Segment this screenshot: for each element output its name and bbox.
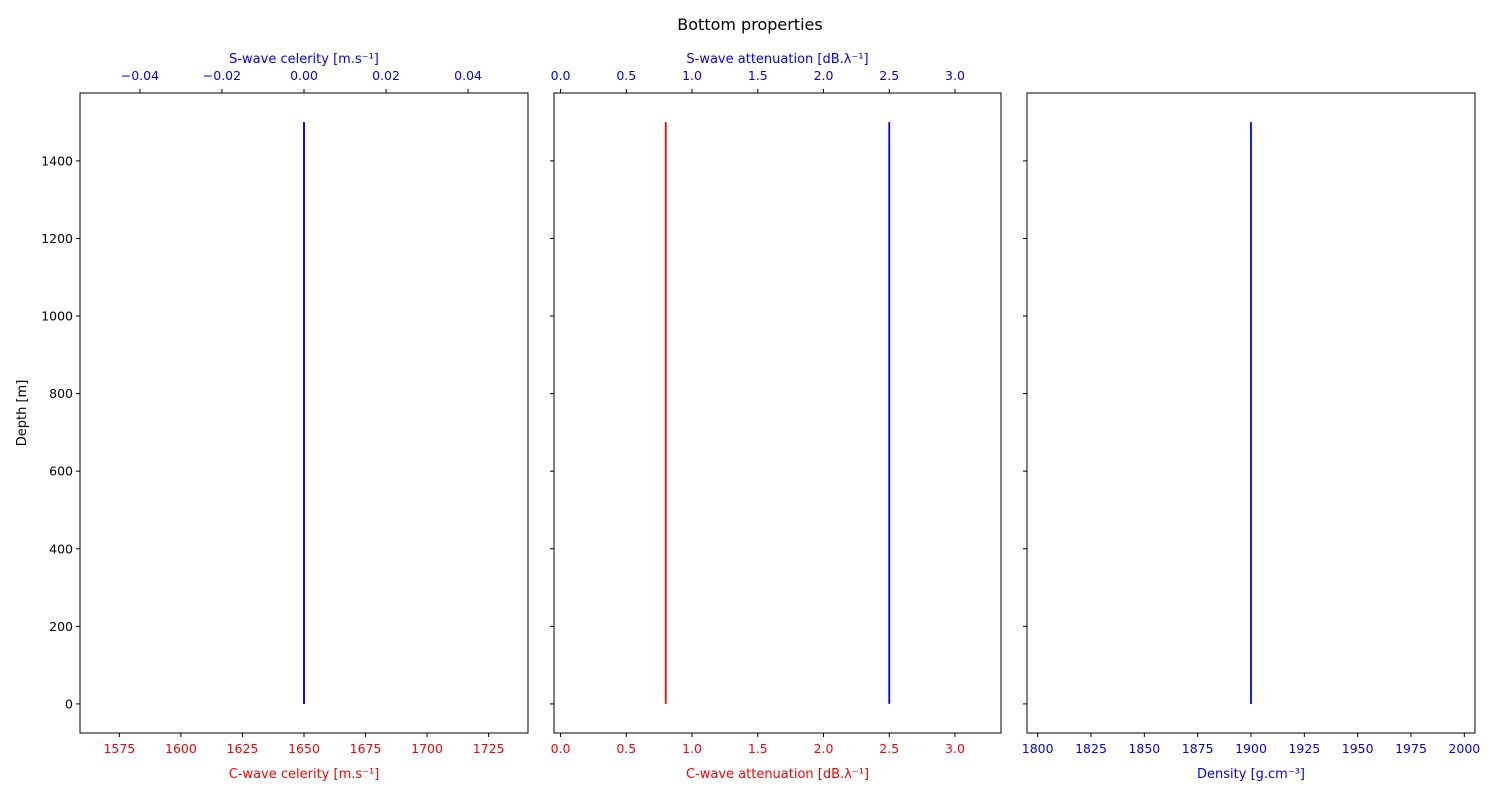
bottom-x-axis-label: Density [g.cm⁻³] [1197, 767, 1305, 782]
bottom-x-tick-label: 1925 [1288, 741, 1320, 756]
panel-2: 0.0 0.5 1.0 1.5 2.0 2.5 3.0 C-wave attenuation … [550, 52, 1002, 782]
top-x-tick-label: 2.5 [879, 68, 899, 83]
bottom-x-tick-label: 1700 [411, 741, 443, 756]
bottom-x-tick-label: 1850 [1128, 741, 1160, 756]
y-tick-label: 1000 [41, 309, 73, 324]
bottom-x-tick-label: 2000 [1448, 741, 1480, 756]
bottom-x-tick-label: 1650 [288, 741, 320, 756]
bottom-x-tick-label: 1800 [1022, 741, 1054, 756]
bottom-x-tick-label: 1950 [1342, 741, 1374, 756]
bottom-x-tick-label: 1675 [350, 741, 382, 756]
panels: 0 200 400 600 800 1000 1200 1400 Depth [m] 1575 16… [15, 52, 1480, 782]
top-x-tick-label: 0.04 [454, 68, 482, 83]
top-x-axis-label: S-wave celerity [m.s⁻¹] [229, 52, 379, 67]
y-tick-label: 0 [65, 696, 73, 711]
bottom-x-tick-label: 1725 [473, 741, 505, 756]
y-tick-label: 1400 [41, 153, 73, 168]
y-axis-label: Depth [m] [15, 380, 30, 447]
bottom-x-tick-label: 1.5 [748, 741, 768, 756]
panel-3: 1800 1825 1850 1875 1900 1925 1950 1975 2000 Dens… [1022, 92, 1480, 782]
plot-frame [553, 92, 1002, 734]
top-x-tick-label: 0.00 [290, 68, 318, 83]
bottom-x-tick-label: 2.0 [814, 741, 834, 756]
panel-1: 0 200 400 600 800 1000 1200 1400 Depth [m] 1575 16… [15, 52, 529, 782]
top-x-tick-label: 2.0 [814, 68, 834, 83]
top-x-tick-label: −0.02 [203, 68, 241, 83]
top-x-tick-label: −0.04 [121, 68, 159, 83]
top-x-tick-label: 0.0 [551, 68, 571, 83]
bottom-x-tick-label: 2.5 [879, 741, 899, 756]
figure-title: Bottom properties [677, 15, 822, 34]
bottom-x-tick-label: 1825 [1075, 741, 1107, 756]
bottom-x-tick-label: 1.0 [682, 741, 702, 756]
y-tick-label: 200 [49, 619, 73, 634]
top-x-tick-label: 1.0 [682, 68, 702, 83]
y-tick-label: 1200 [41, 231, 73, 246]
bottom-x-axis-label: C-wave attenuation [dB.λ⁻¹] [686, 767, 869, 782]
top-x-tick-label: 3.0 [945, 68, 965, 83]
top-x-tick-label: 1.5 [748, 68, 768, 83]
bottom-x-axis-label: C-wave celerity [m.s⁻¹] [229, 767, 380, 782]
top-x-axis-label: S-wave attenuation [dB.λ⁻¹] [686, 52, 868, 67]
bottom-x-tick-label: 1600 [165, 741, 197, 756]
bottom-x-tick-label: 0.0 [551, 741, 571, 756]
y-tick-label: 600 [49, 464, 73, 479]
bottom-x-tick-label: 1625 [227, 741, 259, 756]
bottom-x-tick-label: 1975 [1395, 741, 1427, 756]
top-x-tick-label: 0.02 [372, 68, 400, 83]
bottom-x-tick-label: 1875 [1182, 741, 1214, 756]
bottom-x-tick-label: 1900 [1235, 741, 1267, 756]
bottom-x-tick-label: 3.0 [945, 741, 965, 756]
bottom-x-tick-label: 1575 [103, 741, 135, 756]
y-tick-label: 800 [49, 386, 73, 401]
bottom-x-tick-label: 0.5 [616, 741, 636, 756]
y-tick-label: 400 [49, 541, 73, 556]
top-x-tick-label: 0.5 [616, 68, 636, 83]
